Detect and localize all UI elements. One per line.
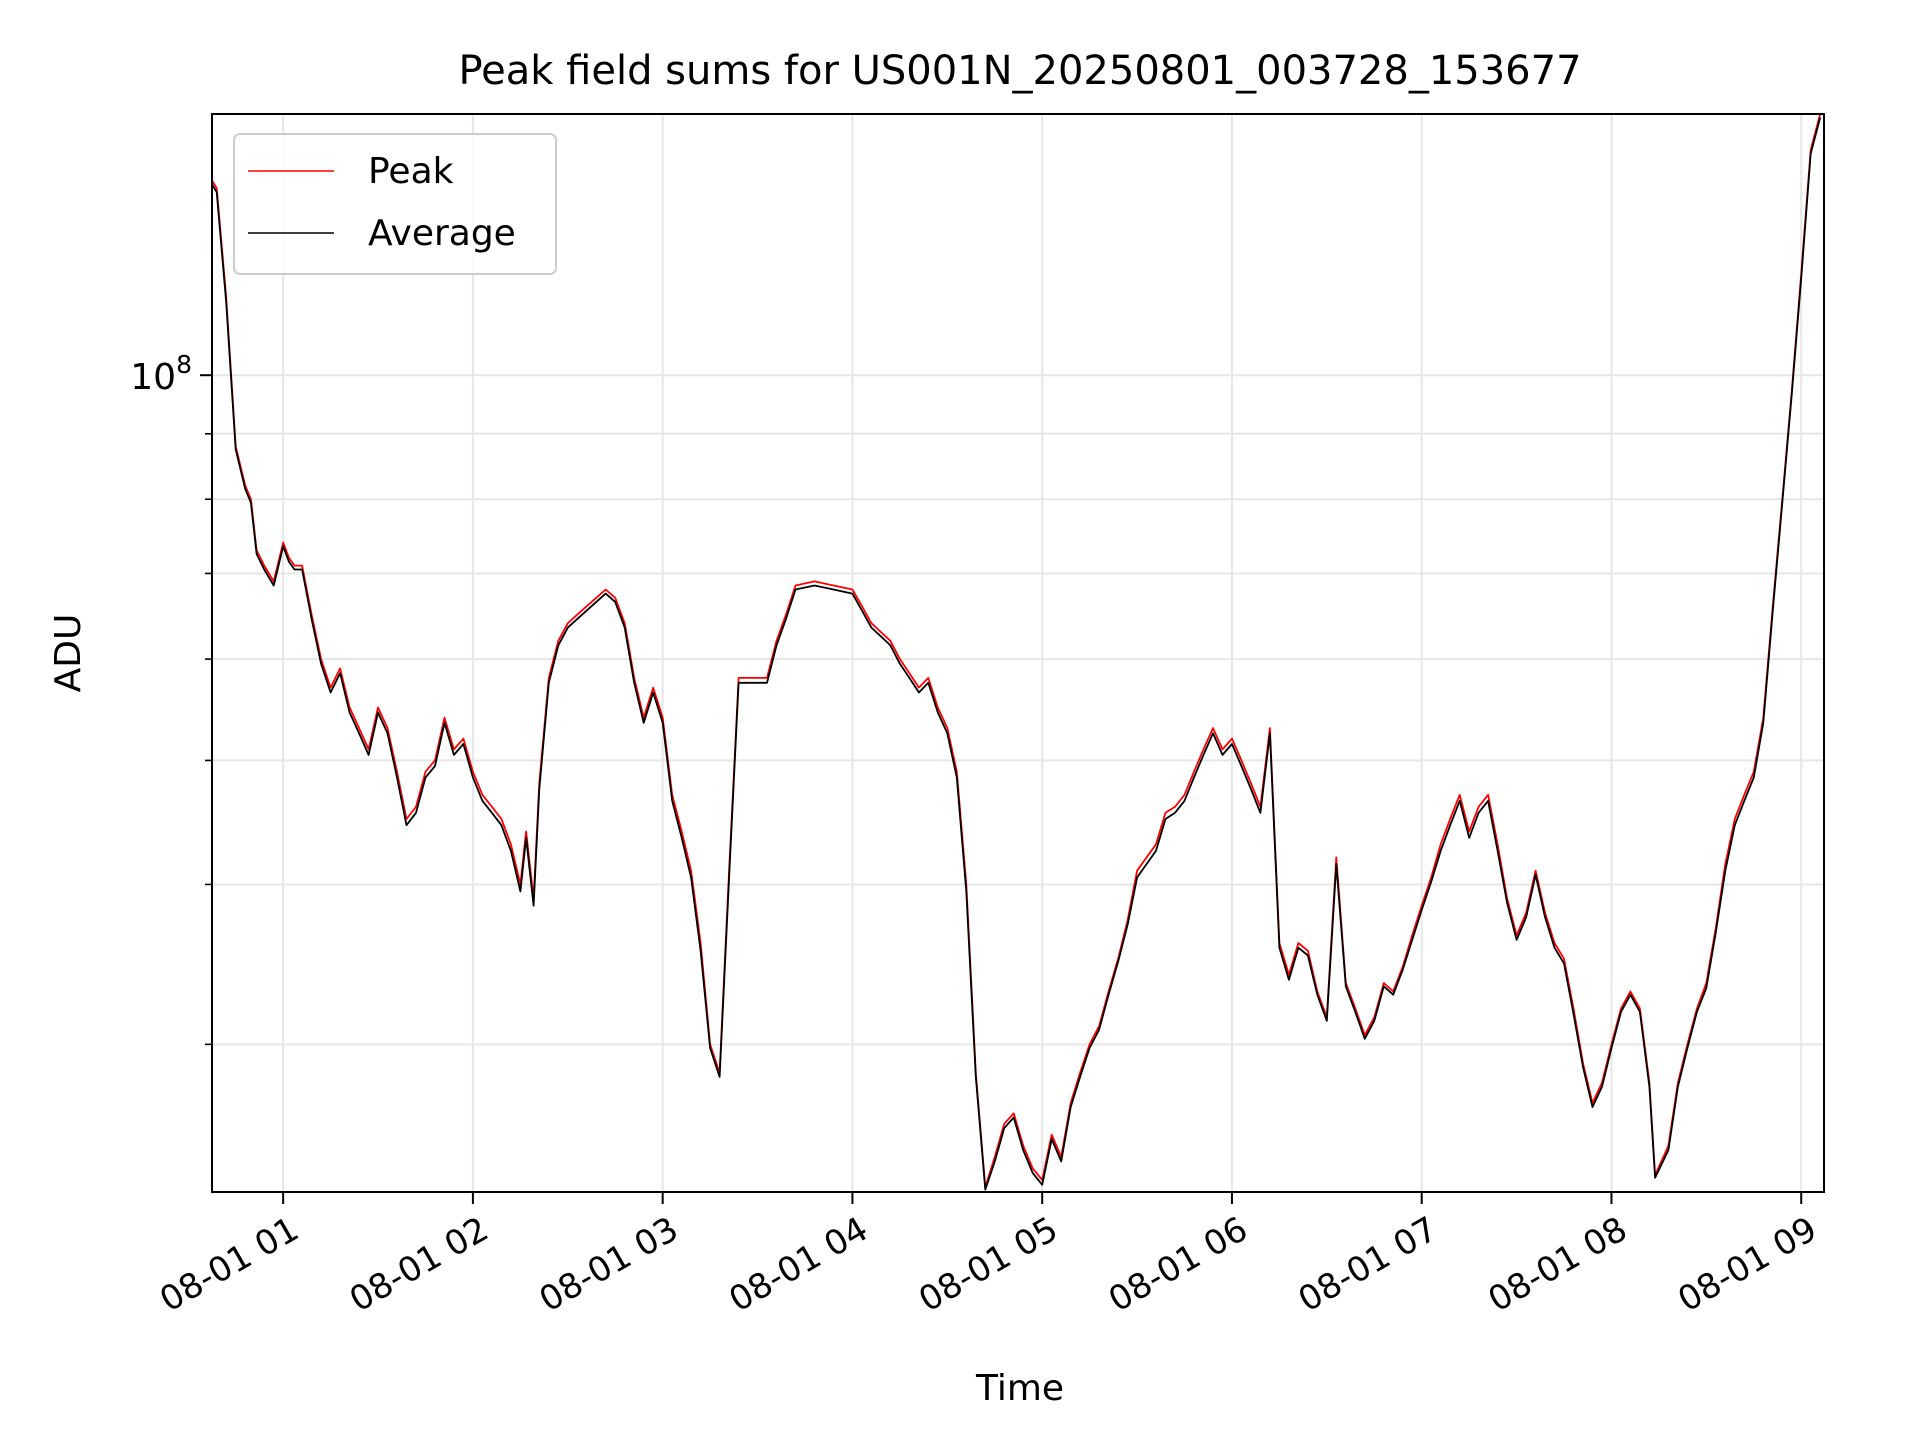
y-tick-label-exponent: 8 (176, 350, 192, 379)
legend-box (233, 133, 557, 275)
legend: Peak Average (233, 133, 557, 275)
legend-label-peak: Peak (368, 151, 454, 192)
y-axis-label: ADU (48, 614, 89, 693)
series-line-peak (212, 114, 1822, 1189)
y-tick-label-base: 10 (130, 357, 176, 398)
y-tick-label: 108 (130, 350, 192, 398)
grid (212, 114, 1824, 1192)
series-layer (212, 114, 1822, 1191)
plot-area-frame (211, 113, 1825, 1193)
y-axis: 108 (130, 350, 212, 1046)
chart-title: Peak field sums for US001N_20250801_0037… (458, 48, 1581, 94)
x-axis-label: Time (975, 1368, 1064, 1409)
legend-label-average: Average (368, 213, 516, 254)
series-line-average (212, 117, 1822, 1191)
